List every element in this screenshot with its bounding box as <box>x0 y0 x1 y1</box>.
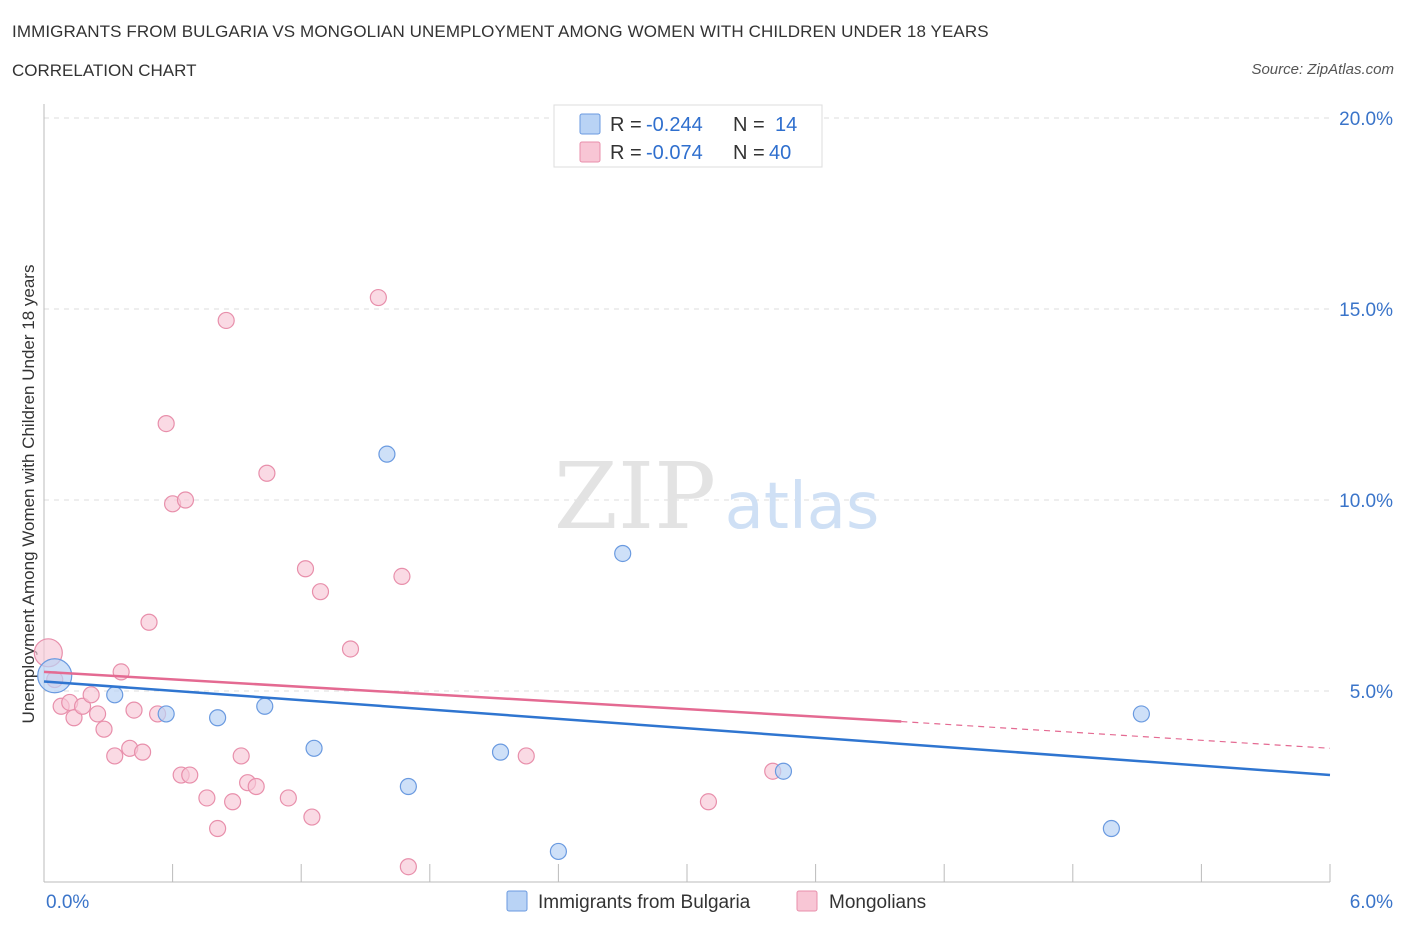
bulgaria-point <box>305 739 323 757</box>
chart-title: IMMIGRANTS FROM BULGARIA VS MONGOLIAN UN… <box>12 22 989 41</box>
mongolian-point <box>224 793 242 811</box>
legend-swatch-mongolians <box>796 890 818 912</box>
legend-r-label-1: R = <box>610 114 642 136</box>
bulgaria-point <box>209 709 227 727</box>
mongolian-point <box>82 686 100 704</box>
grid-lines <box>44 117 1330 692</box>
mongolian-point <box>181 766 199 784</box>
bulgaria-point <box>256 697 274 715</box>
mongolian-point <box>341 640 360 658</box>
bulgaria-point <box>37 658 73 694</box>
mongolian-point <box>106 747 124 765</box>
mongolian-point <box>140 613 158 631</box>
legend-swatch-bulgaria <box>506 890 528 912</box>
mongolian-point <box>303 808 321 826</box>
bulgaria-legend-swatch <box>579 113 601 135</box>
stats-legend: R = -0.244 N = 14 R = -0.074 N = 40 <box>553 104 823 168</box>
y-axis-label: Unemployment Among Women with Children U… <box>19 265 38 724</box>
bulgaria-trend-line <box>43 680 1331 777</box>
mongolian-point <box>65 709 83 727</box>
mongolian-point <box>296 560 315 578</box>
bulgaria-point <box>399 777 417 796</box>
mongolian-point <box>517 747 535 765</box>
legend-r-value-2: -0.074 <box>646 142 703 164</box>
legend-label-bulgaria: Immigrants from Bulgaria <box>538 892 751 913</box>
legend-r-label-2: R = <box>610 142 642 164</box>
y-tick-label-2: 15.0% <box>1339 300 1393 321</box>
watermark: ZIP atlas <box>554 443 879 550</box>
mongolian-point <box>157 415 175 433</box>
chart-subtitle: CORRELATION CHART <box>12 61 197 80</box>
mongolian-trend-extension <box>901 720 1331 749</box>
mongolian-point <box>198 789 216 807</box>
mongolian-point <box>369 288 387 307</box>
series-legend: Immigrants from Bulgaria Mongolians <box>506 890 926 913</box>
bulgaria-point <box>774 762 793 780</box>
bulgaria-point <box>157 705 175 723</box>
mongolian-point <box>393 567 411 586</box>
mongolian-point <box>217 311 235 330</box>
mongolian-legend-swatch <box>579 141 601 163</box>
legend-n-value-1: 14 <box>775 114 797 136</box>
mongolian-point <box>279 789 297 807</box>
y-tick-label-0: 5.0% <box>1350 682 1393 703</box>
mongolian-point <box>133 743 152 761</box>
legend-r-value-1: -0.244 <box>646 114 703 136</box>
mongolian-point <box>399 858 417 876</box>
x-tick-label-1: 6.0% <box>1350 892 1393 913</box>
mongolian-point <box>699 793 718 811</box>
bulgaria-point <box>614 544 632 563</box>
mongolian-point <box>247 777 265 796</box>
legend-label-mongolians: Mongolians <box>829 892 926 913</box>
bulgaria-point <box>549 842 568 861</box>
y-tick-label-3: 20.0% <box>1339 109 1393 130</box>
legend-n-value-2: 40 <box>769 142 791 164</box>
mongolian-point <box>258 464 276 482</box>
mongolian-point <box>88 705 107 723</box>
y-tick-label-1: 10.0% <box>1339 491 1393 512</box>
legend-n-label-1: N = <box>733 114 765 136</box>
trend-lines <box>43 670 1331 777</box>
bulgaria-point <box>1102 819 1120 838</box>
watermark-atlas: atlas <box>725 470 880 544</box>
mongolian-trend-line <box>43 670 902 723</box>
bulgaria-point <box>378 445 396 463</box>
mongolian-point <box>311 583 330 601</box>
axes <box>43 104 1331 883</box>
bulgaria-series <box>37 445 1150 861</box>
mongolian-point <box>176 491 195 509</box>
y-tick-labels: 5.0% 10.0% 15.0% 20.0% <box>1339 109 1393 703</box>
source-label: Source: ZipAtlas.com <box>1251 61 1394 78</box>
mongolian-point <box>125 701 143 719</box>
mongolian-point <box>232 747 250 765</box>
mongolian-point <box>73 697 92 715</box>
bulgaria-point <box>491 743 510 761</box>
x-tick-labels: 0.0% 6.0% <box>46 892 1393 913</box>
bulgaria-point <box>1132 705 1150 723</box>
mongolian-point <box>209 819 227 838</box>
legend-n-label-2: N = <box>733 142 765 164</box>
mongolian-point <box>95 720 113 738</box>
x-tick-label-0: 0.0% <box>46 892 89 913</box>
watermark-zip: ZIP <box>554 443 716 550</box>
mongolian-series <box>33 288 782 876</box>
bulgaria-point <box>106 686 124 704</box>
